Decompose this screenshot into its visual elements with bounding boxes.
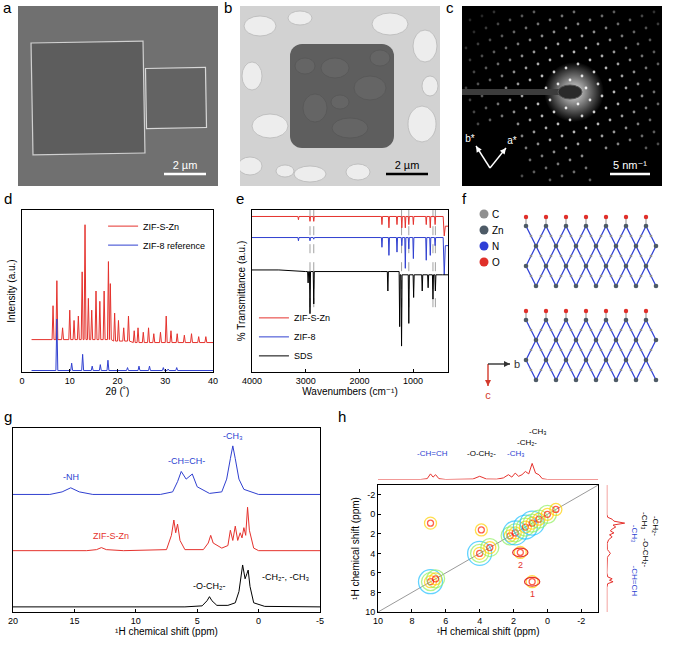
html-text:e: e — [236, 190, 245, 207]
svg-text:2θ (˚): 2θ (˚) — [106, 386, 130, 397]
svg-text:10: 10 — [131, 616, 141, 626]
svg-text:1000: 1000 — [403, 376, 423, 386]
svg-text:0: 0 — [545, 616, 550, 626]
svg-text:-CH=CH: -CH=CH — [630, 566, 639, 597]
svg-text:N: N — [492, 241, 499, 252]
svg-text:c: c — [485, 389, 491, 401]
svg-text:-O-CH₂-: -O-CH₂- — [467, 449, 496, 458]
svg-text:-CH=CH: -CH=CH — [417, 449, 448, 458]
svg-text:ZIF-S-Zn: ZIF-S-Zn — [93, 531, 129, 541]
svg-text:2000: 2000 — [349, 376, 369, 386]
svg-text:10: 10 — [365, 607, 375, 617]
svg-text:8: 8 — [409, 616, 414, 626]
svg-text:C: C — [492, 209, 499, 220]
svg-text:2: 2 — [370, 529, 375, 539]
svg-text:2: 2 — [511, 616, 516, 626]
svg-text:a*: a* — [507, 135, 517, 146]
svg-text:15: 15 — [69, 616, 79, 626]
svg-text:6: 6 — [370, 568, 375, 578]
svg-text:10: 10 — [65, 376, 75, 386]
html-text:f: f — [462, 190, 467, 207]
svg-text:b*: b* — [465, 133, 475, 144]
svg-text:8: 8 — [370, 588, 375, 598]
svg-text:40: 40 — [208, 376, 218, 386]
svg-text:¹H chemical shift (ppm): ¹H chemical shift (ppm) — [115, 626, 218, 637]
svg-text:-CH=CH-: -CH=CH- — [168, 456, 205, 466]
html-text:d: d — [4, 190, 13, 207]
svg-text:Zn: Zn — [492, 225, 504, 236]
svg-text:-CH₃: -CH₃ — [529, 427, 546, 436]
svg-text:1: 1 — [530, 589, 535, 599]
svg-text:20: 20 — [8, 616, 18, 626]
svg-text:2 µm: 2 µm — [173, 159, 198, 171]
svg-text:ZIF-S-Zn: ZIF-S-Zn — [294, 313, 330, 323]
svg-text:-CH₃: -CH₃ — [507, 449, 524, 458]
svg-text:2: 2 — [518, 560, 523, 570]
svg-text:-O-CH₂-: -O-CH₂- — [641, 538, 650, 567]
svg-text:0: 0 — [370, 509, 375, 519]
svg-text:ZIF-8 reference: ZIF-8 reference — [143, 241, 205, 251]
svg-text:-CH₂-: -CH₂- — [517, 438, 537, 447]
svg-text:5: 5 — [195, 616, 200, 626]
svg-text:-O-CH₂-: -O-CH₂- — [193, 581, 225, 591]
svg-text:4000: 4000 — [242, 376, 262, 386]
svg-text:30: 30 — [160, 376, 170, 386]
html-text:g: g — [4, 408, 13, 425]
svg-text:-CH₂-, -CH₃: -CH₂-, -CH₃ — [262, 572, 309, 582]
html-text:c: c — [446, 0, 454, 16]
svg-text:-CH₂-: -CH₂- — [651, 516, 660, 536]
svg-text:5 nm⁻¹: 5 nm⁻¹ — [613, 159, 647, 171]
svg-text:ZIF-S-Zn: ZIF-S-Zn — [143, 222, 179, 232]
svg-text:-CH₃: -CH₃ — [640, 512, 649, 529]
svg-text:-2: -2 — [577, 616, 585, 626]
svg-text:20: 20 — [112, 376, 122, 386]
svg-text:4: 4 — [370, 549, 375, 559]
svg-text:10: 10 — [373, 616, 383, 626]
svg-text:4: 4 — [477, 616, 482, 626]
svg-text:0: 0 — [19, 376, 24, 386]
html-text:b: b — [224, 0, 233, 16]
svg-text:6: 6 — [443, 616, 448, 626]
svg-text:Wavenumbers (cm⁻¹): Wavenumbers (cm⁻¹) — [302, 386, 397, 397]
svg-text:0: 0 — [256, 616, 261, 626]
svg-text:% Transmittance (a.u.): % Transmittance (a.u.) — [236, 241, 247, 342]
svg-text:-2: -2 — [367, 490, 375, 500]
svg-text:SDS: SDS — [294, 351, 313, 361]
svg-text:-NH: -NH — [63, 472, 79, 482]
html-text:a: a — [3, 0, 12, 16]
svg-text:2 µm: 2 µm — [395, 159, 420, 171]
svg-text:¹H chemical shift (ppm): ¹H chemical shift (ppm) — [437, 626, 540, 637]
svg-text:-CH₃: -CH₃ — [630, 525, 639, 542]
svg-text:-CH₃: -CH₃ — [223, 431, 243, 441]
svg-text:O: O — [492, 257, 500, 268]
svg-text:ZIF-8: ZIF-8 — [294, 332, 316, 342]
svg-text:-5: -5 — [316, 616, 324, 626]
html-text:h: h — [338, 408, 347, 425]
svg-text:¹H chemical shift (ppm): ¹H chemical shift (ppm) — [350, 497, 361, 600]
svg-text:Intensity (a.u.): Intensity (a.u.) — [6, 259, 17, 322]
svg-text:3000: 3000 — [296, 376, 316, 386]
svg-text:b: b — [514, 358, 520, 370]
